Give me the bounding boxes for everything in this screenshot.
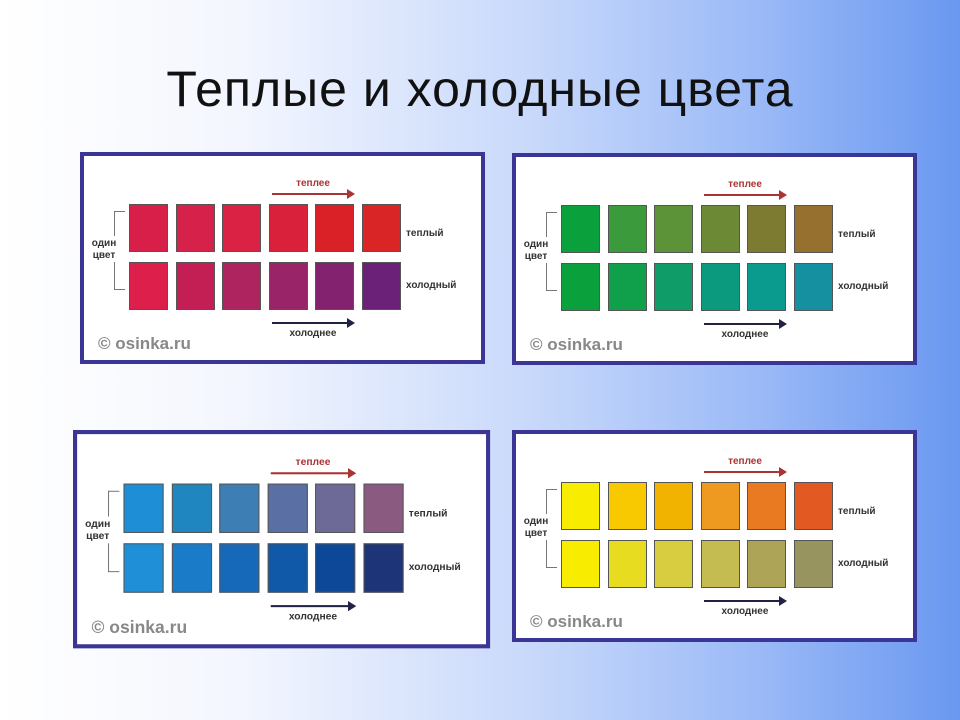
cold-label: холодный bbox=[838, 281, 889, 292]
warm-swatch bbox=[123, 483, 164, 533]
cold-swatch bbox=[129, 262, 168, 310]
cold-swatch bbox=[363, 543, 404, 593]
warm-swatch bbox=[654, 205, 694, 253]
cold-swatch bbox=[267, 543, 308, 593]
warm-swatch bbox=[561, 482, 600, 530]
one-color-label: один цвет bbox=[79, 518, 117, 544]
warmer-label: теплее bbox=[728, 179, 762, 190]
cold-swatch bbox=[561, 263, 600, 311]
one-color-label: один цвет bbox=[518, 516, 554, 540]
warm-swatch bbox=[747, 482, 787, 530]
bracket-top bbox=[546, 212, 557, 237]
palette-panel-red: теплее один цвет теплый холодный холоднее © o… bbox=[80, 152, 485, 364]
cooler-arrow-icon bbox=[704, 319, 787, 329]
cooler-label: холоднее bbox=[721, 606, 769, 617]
cold-swatch bbox=[747, 540, 787, 588]
cold-swatch bbox=[607, 540, 647, 588]
bracket-top bbox=[546, 489, 557, 514]
bracket-top bbox=[108, 490, 120, 517]
warmer-arrow-icon bbox=[270, 468, 357, 479]
cold-label: холодный bbox=[408, 561, 461, 574]
warm-label: теплый bbox=[408, 508, 448, 520]
warm-label: теплый bbox=[838, 229, 876, 240]
cooler-label: холоднее bbox=[721, 329, 769, 340]
cold-swatch bbox=[607, 263, 647, 311]
bracket-bottom bbox=[114, 261, 125, 290]
warm-swatch bbox=[794, 482, 833, 530]
warm-swatch bbox=[700, 482, 740, 530]
cold-swatch bbox=[171, 543, 212, 593]
bracket-bottom bbox=[546, 262, 557, 291]
cold-swatch bbox=[561, 540, 600, 588]
cold-swatch bbox=[794, 263, 833, 311]
warmer-label: теплее bbox=[296, 178, 330, 189]
warm-swatch bbox=[219, 483, 260, 533]
warm-swatch bbox=[607, 482, 647, 530]
cold-swatch bbox=[794, 540, 833, 588]
warm-swatch bbox=[561, 205, 600, 253]
palette-panel-blue: теплее один цвет теплый холодный холоднее © o… bbox=[73, 430, 491, 649]
warmer-arrow-icon bbox=[272, 189, 355, 199]
cold-swatch bbox=[175, 262, 215, 310]
osinka-logo: © osinka.ru bbox=[530, 612, 623, 631]
cold-swatch bbox=[654, 540, 694, 588]
cold-swatch bbox=[315, 543, 356, 593]
warm-swatch bbox=[700, 205, 740, 253]
warm-swatch bbox=[129, 204, 168, 252]
bracket-top bbox=[114, 211, 125, 236]
palette-panel-yellow: теплее один цвет теплый холодный холоднее © o… bbox=[512, 430, 917, 642]
warm-swatch bbox=[315, 483, 356, 533]
cold-swatch bbox=[123, 543, 164, 593]
warm-swatch bbox=[747, 205, 787, 253]
cold-swatch bbox=[222, 262, 262, 310]
one-color-label: один цвет bbox=[518, 239, 554, 263]
slide-title: Теплые и холодные цвета bbox=[166, 61, 794, 117]
warm-swatch bbox=[267, 483, 308, 533]
warm-label: теплый bbox=[406, 228, 444, 239]
palette-panel-green: теплее один цвет теплый холодный холоднее © o… bbox=[512, 153, 917, 365]
cold-swatch bbox=[219, 543, 260, 593]
cold-swatch bbox=[654, 263, 694, 311]
cooler-label: холоднее bbox=[289, 328, 337, 339]
warm-swatch bbox=[315, 204, 355, 252]
cold-label: холодный bbox=[838, 558, 889, 569]
cold-swatch bbox=[362, 262, 401, 310]
warm-swatch bbox=[607, 205, 647, 253]
warm-swatch bbox=[362, 204, 401, 252]
warm-swatch bbox=[268, 204, 308, 252]
warm-label: теплый bbox=[838, 506, 876, 517]
cooler-arrow-icon bbox=[270, 600, 357, 612]
cold-swatch bbox=[315, 262, 355, 310]
cold-swatch bbox=[700, 540, 740, 588]
warmer-arrow-icon bbox=[704, 467, 787, 477]
warmer-arrow-icon bbox=[704, 190, 787, 200]
bracket-bottom bbox=[108, 542, 120, 573]
one-color-label: один цвет bbox=[86, 238, 122, 262]
warm-swatch bbox=[363, 483, 404, 533]
osinka-logo: © osinka.ru bbox=[91, 617, 188, 638]
osinka-logo: © osinka.ru bbox=[98, 334, 191, 353]
cooler-label: холоднее bbox=[288, 611, 338, 623]
warm-swatch bbox=[171, 483, 212, 533]
warm-swatch bbox=[794, 205, 833, 253]
cooler-arrow-icon bbox=[272, 318, 355, 328]
warmer-label: теплее bbox=[728, 456, 762, 467]
cooler-arrow-icon bbox=[704, 596, 787, 606]
warmer-label: теплее bbox=[295, 456, 331, 469]
cold-swatch bbox=[700, 263, 740, 311]
warm-swatch bbox=[654, 482, 694, 530]
osinka-logo: © osinka.ru bbox=[530, 335, 623, 354]
cold-label: холодный bbox=[406, 280, 457, 291]
cold-swatch bbox=[747, 263, 787, 311]
warm-swatch bbox=[175, 204, 215, 252]
warm-swatch bbox=[222, 204, 262, 252]
cold-swatch bbox=[268, 262, 308, 310]
bracket-bottom bbox=[546, 539, 557, 568]
